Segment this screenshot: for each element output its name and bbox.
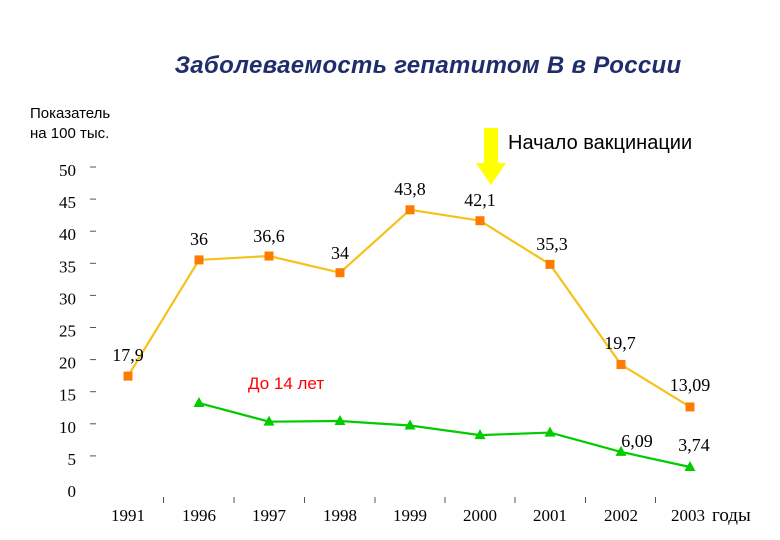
data-label: 43,8	[394, 179, 426, 199]
data-label: 36	[190, 229, 208, 249]
data-point	[685, 402, 695, 412]
data-label: 34	[331, 243, 349, 263]
y-axis-label-line-2: на 100 тыс.	[30, 125, 110, 142]
data-point	[194, 255, 204, 265]
data-label: 36,6	[253, 226, 285, 246]
data-label: 42,1	[464, 190, 496, 210]
series-total-line	[127, 208, 691, 408]
data-label: 35,3	[536, 234, 568, 254]
data-point	[405, 205, 415, 215]
y-tick-label: 25	[59, 322, 76, 341]
y-tick-label: 10	[59, 418, 76, 437]
x-axis-label: годы	[712, 505, 751, 526]
y-tick-label: 15	[59, 386, 76, 405]
data-label: 13,09	[670, 375, 711, 395]
data-point	[404, 419, 416, 430]
x-tick-label: 2000	[463, 506, 497, 525]
chart-title: Заболеваемость гепатитом В в России	[174, 52, 682, 79]
x-tick-label: 1999	[393, 506, 427, 525]
data-label: 3,74	[678, 435, 710, 455]
data-label: 17,9	[112, 345, 144, 365]
vaccination-arrow-shaft	[484, 128, 498, 165]
data-point	[684, 460, 696, 471]
series-under-14-name: До 14 лет	[248, 374, 324, 393]
data-label: 6,09	[621, 431, 653, 451]
data-point	[474, 429, 486, 440]
x-tick-label: 1991	[111, 506, 145, 525]
y-tick-label: 35	[59, 257, 76, 276]
vaccination-start-annotation: Начало вакцинации	[508, 132, 693, 154]
y-tick-label: 30	[59, 289, 76, 308]
data-label: 19,7	[604, 333, 636, 353]
y-tick-label: 45	[59, 193, 76, 212]
y-axis-label: Показатель на 100 тыс.	[30, 104, 110, 144]
data-point	[193, 397, 205, 408]
y-tick-label: 20	[59, 354, 76, 373]
data-point	[545, 259, 555, 269]
y-tick-label: 50	[59, 161, 76, 180]
data-point	[615, 445, 627, 456]
x-tick-label: 2001	[533, 506, 567, 525]
x-tick-label: 1996	[182, 506, 216, 525]
data-point	[475, 216, 485, 226]
data-point	[335, 268, 345, 278]
data-point	[123, 371, 133, 381]
y-axis-label-line-1: Показатель	[30, 105, 111, 122]
data-point	[263, 415, 275, 426]
y-tick-label: 0	[68, 482, 77, 501]
x-tick-label: 2003	[671, 506, 705, 525]
vaccination-arrow-head	[476, 163, 506, 185]
data-point	[264, 251, 274, 261]
y-tick-label: 40	[59, 225, 76, 244]
series-under-14-line	[198, 401, 691, 469]
data-point	[616, 360, 626, 370]
y-tick-label: 5	[68, 450, 77, 469]
x-tick-label: 1997	[252, 506, 287, 525]
data-point	[544, 426, 556, 437]
x-tick-label: 2002	[604, 506, 638, 525]
x-tick-label: 1998	[323, 506, 357, 525]
data-point	[334, 415, 346, 426]
